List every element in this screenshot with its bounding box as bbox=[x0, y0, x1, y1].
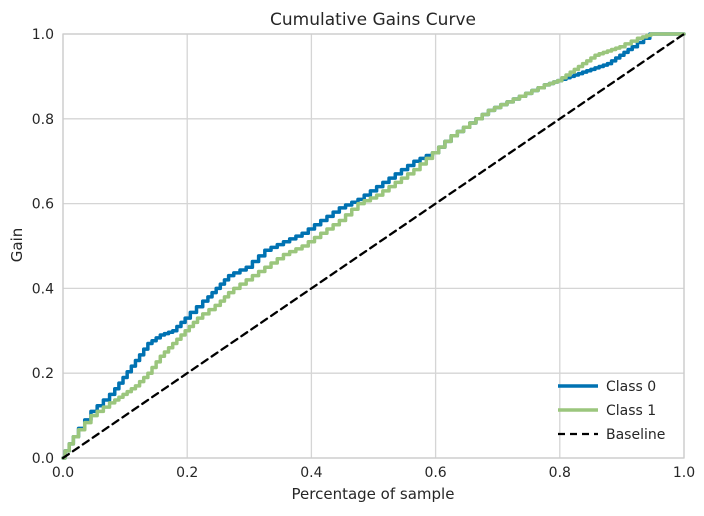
x-tick-label: 0.0 bbox=[52, 465, 74, 481]
y-tick-label: 0.2 bbox=[32, 366, 54, 382]
plot-frame bbox=[62, 33, 685, 459]
x-tick-label: 0.4 bbox=[300, 465, 322, 481]
legend-label: Class 0 bbox=[606, 379, 656, 395]
x-tick-label: 0.6 bbox=[424, 465, 446, 481]
legend-label: Baseline bbox=[606, 427, 665, 443]
y-tick-label: 1.0 bbox=[32, 27, 54, 43]
x-axis-label: Percentage of sample bbox=[292, 485, 455, 503]
series-line-class-0 bbox=[61, 32, 686, 460]
y-tick-label: 0.8 bbox=[32, 112, 54, 128]
x-tick-label: 1.0 bbox=[673, 465, 695, 481]
y-tick-label: 0.0 bbox=[32, 451, 54, 467]
legend-label: Class 1 bbox=[606, 403, 656, 419]
chart-title: Cumulative Gains Curve bbox=[270, 10, 476, 30]
x-tick-label: 0.8 bbox=[549, 465, 571, 481]
series-line-baseline bbox=[61, 32, 686, 460]
x-tick-label: 0.2 bbox=[176, 465, 198, 481]
y-tick-label: 0.4 bbox=[32, 281, 54, 297]
y-tick-label: 0.6 bbox=[32, 197, 54, 213]
series-line-class-1 bbox=[61, 32, 686, 460]
y-axis-label: Gain bbox=[8, 228, 26, 263]
